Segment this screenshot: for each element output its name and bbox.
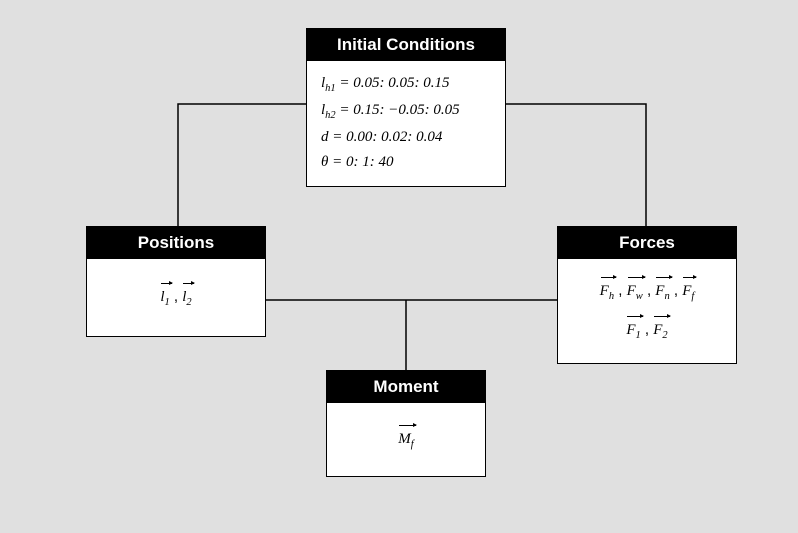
connector-init-to-positions: [178, 104, 306, 226]
header-moment: Moment: [327, 371, 485, 403]
box-moment: Moment Mf: [326, 370, 486, 477]
equation-line: θ = 0: 1: 40: [321, 150, 394, 176]
equation-line: lh2 = 0.15: −0.05: 0.05: [321, 98, 460, 125]
forces-row-1: Fh , Fw , Fn , Ff: [600, 269, 695, 306]
moment-vectors: Mf: [398, 413, 413, 466]
body-moment: Mf: [327, 403, 485, 476]
connector-init-to-forces: [506, 104, 646, 226]
body-forces: Fh , Fw , Fn , FfF1 , F2: [558, 259, 736, 363]
vector-Fh: Fh: [600, 277, 614, 306]
vector-Mf: Mf: [398, 425, 413, 454]
box-positions: Positions l1 , l2: [86, 226, 266, 337]
body-initial-conditions: lh1 = 0.05: 0.05: 0.15lh2 = 0.15: −0.05:…: [307, 61, 505, 186]
vector-l1: l1: [160, 283, 169, 312]
box-forces: Forces Fh , Fw , Fn , FfF1 , F2: [557, 226, 737, 364]
vector-Fw: Fw: [627, 277, 643, 306]
box-initial-conditions: Initial Conditions lh1 = 0.05: 0.05: 0.1…: [306, 28, 506, 187]
vector-F2: F2: [653, 316, 667, 345]
vector-F1: F1: [626, 316, 640, 345]
header-initial-conditions: Initial Conditions: [307, 29, 505, 61]
vector-Fn: Fn: [655, 277, 669, 306]
equation-line: d = 0.00: 0.02: 0.04: [321, 125, 442, 151]
vector-Ff: Ff: [682, 277, 694, 306]
vector-l2: l2: [182, 283, 191, 312]
header-positions: Positions: [87, 227, 265, 259]
equation-line: lh1 = 0.05: 0.05: 0.15: [321, 71, 450, 98]
body-positions: l1 , l2: [87, 259, 265, 336]
positions-vectors: l1 , l2: [160, 269, 191, 326]
forces-row-2: F1 , F2: [626, 306, 667, 353]
header-forces: Forces: [558, 227, 736, 259]
